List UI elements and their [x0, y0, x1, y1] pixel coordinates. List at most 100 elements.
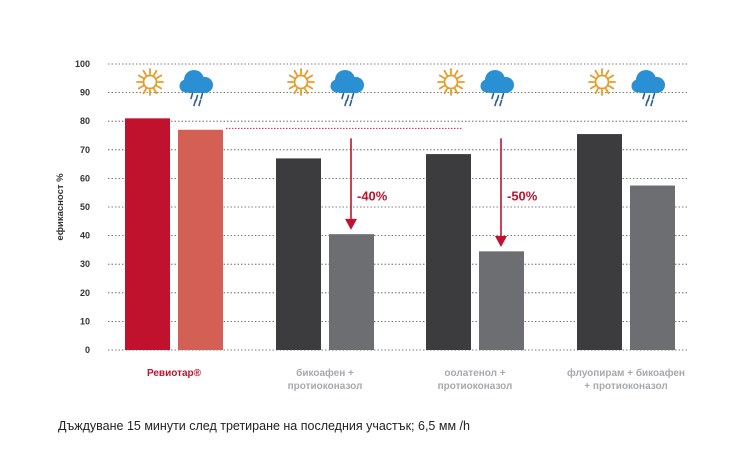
arrow-head — [345, 218, 357, 230]
sun-ray — [156, 74, 163, 79]
rain-drop — [494, 99, 498, 107]
sun-ray — [288, 85, 295, 90]
sun-ray — [142, 69, 147, 76]
rain-drop — [652, 92, 656, 100]
sun-icon — [136, 68, 164, 96]
sun-ray — [137, 74, 144, 79]
category-label: протиоконазол — [438, 381, 513, 392]
decline-arrow — [495, 138, 507, 248]
y-tick-label: 50 — [80, 202, 90, 212]
y-tick-label: 10 — [80, 316, 90, 326]
sun-disc — [142, 74, 158, 90]
rain-cloud-icon — [631, 70, 665, 107]
sun-ray — [589, 85, 596, 90]
y-tick-label: 90 — [80, 88, 90, 98]
rain-drop — [195, 94, 199, 102]
rain-cloud-icon — [480, 70, 514, 107]
cloud-part — [486, 85, 508, 93]
sun-ray — [304, 69, 309, 76]
y-tick-label: 100 — [75, 59, 90, 69]
category-label: + протиоконазол — [584, 381, 667, 392]
sun-ray — [589, 74, 596, 79]
sun-ray — [307, 85, 314, 90]
sun-icon — [588, 68, 616, 96]
sun-ray — [594, 88, 599, 95]
sun-icon — [437, 68, 465, 96]
sun-ray — [288, 74, 295, 79]
sun-ray — [137, 85, 144, 90]
y-tick-label: 60 — [80, 173, 90, 183]
y-tick-label: 80 — [80, 116, 90, 126]
y-tick-label: 30 — [80, 259, 90, 269]
rain-drop — [496, 94, 500, 102]
rain-drop — [346, 94, 350, 102]
sun-ray — [142, 88, 147, 95]
rain-cloud-icon — [179, 70, 213, 107]
category-label: Ревиотар® — [147, 368, 202, 379]
decline-label: -40% — [357, 189, 388, 204]
sun-ray — [293, 69, 298, 76]
sun-ray — [454, 69, 459, 76]
rain-drop — [193, 99, 197, 107]
sun-ray — [153, 88, 158, 95]
y-tick-label: 20 — [80, 288, 90, 298]
rain-drop — [349, 99, 353, 107]
sun-ray — [457, 85, 464, 90]
rain-drop — [647, 94, 651, 102]
y-tick-label: 40 — [80, 231, 90, 241]
rain-drop — [501, 92, 505, 100]
rain-drop — [499, 99, 503, 107]
rain-drop — [491, 92, 495, 100]
y-axis-label: ефикасност % — [55, 173, 66, 241]
sun-ray — [594, 69, 599, 76]
sun-ray — [304, 88, 309, 95]
rain-drop — [351, 92, 355, 100]
arrow-head — [495, 236, 507, 248]
sun-ray — [293, 88, 298, 95]
rain-drop — [200, 92, 204, 100]
category-label: бикоафен + — [296, 367, 354, 379]
cloud-part — [637, 85, 659, 93]
decline-label: -50% — [507, 189, 538, 204]
bar — [630, 185, 675, 350]
sun-ray — [608, 74, 615, 79]
cloud-part — [185, 85, 207, 93]
rain-drop — [645, 99, 649, 107]
bar — [125, 118, 170, 350]
sun-ray — [307, 74, 314, 79]
category-label: флуопирам + бикоафен — [567, 367, 685, 379]
sun-ray — [443, 69, 448, 76]
rain-drop — [190, 92, 194, 100]
chart-caption: Дъждуване 15 минути след третиране на по… — [58, 419, 470, 433]
sun-ray — [605, 69, 610, 76]
y-tick-label: 0 — [85, 345, 90, 355]
rain-cloud-icon — [330, 70, 364, 107]
sun-ray — [438, 74, 445, 79]
sun-ray — [438, 85, 445, 90]
sun-ray — [457, 74, 464, 79]
sun-icon — [287, 68, 315, 96]
rain-drop — [650, 99, 654, 107]
sun-ray — [153, 69, 158, 76]
sun-disc — [443, 74, 459, 90]
rain-drop — [642, 92, 646, 100]
rain-drop — [344, 99, 348, 107]
sun-ray — [156, 85, 163, 90]
bar — [479, 251, 524, 350]
rain-drop — [341, 92, 345, 100]
category-label: оолатенол + — [444, 368, 505, 379]
y-tick-label: 70 — [80, 145, 90, 155]
bar — [426, 154, 471, 350]
sun-disc — [293, 74, 309, 90]
bar — [178, 129, 223, 350]
category-label: протиоконазол — [288, 381, 363, 392]
sun-ray — [608, 85, 615, 90]
rain-drop — [198, 99, 202, 107]
sun-ray — [443, 88, 448, 95]
sun-ray — [454, 88, 459, 95]
sun-ray — [605, 88, 610, 95]
bar — [329, 234, 374, 350]
sun-disc — [594, 74, 610, 90]
bar — [577, 134, 622, 350]
